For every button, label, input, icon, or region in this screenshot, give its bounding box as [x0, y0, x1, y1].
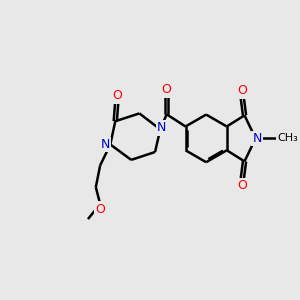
Text: CH₃: CH₃	[277, 134, 298, 143]
Text: N: N	[157, 122, 166, 134]
Text: N: N	[252, 132, 262, 145]
Text: O: O	[237, 85, 247, 98]
Text: N: N	[100, 138, 110, 151]
Text: O: O	[112, 89, 122, 103]
Text: O: O	[95, 203, 105, 216]
Text: O: O	[162, 83, 172, 96]
Text: O: O	[237, 179, 247, 192]
